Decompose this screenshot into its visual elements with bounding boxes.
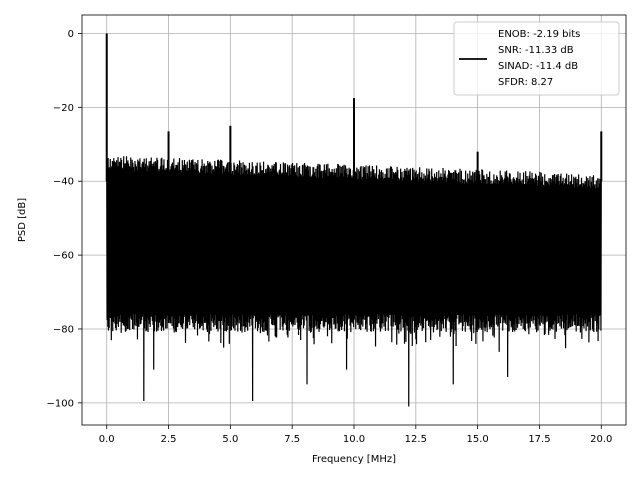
y-tick-label: −80 <box>53 324 74 335</box>
x-tick-label: 17.5 <box>528 434 550 445</box>
y-tick-label: −100 <box>47 398 74 409</box>
legend-entry-sinad: SINAD: -11.4 dB <box>498 61 578 72</box>
legend-entry-enob: ENOB: -2.19 bits <box>498 29 580 40</box>
x-tick-label: 0.0 <box>99 434 115 445</box>
axis-ticks: 0.0 2.5 5.0 7.5 10.0 12.5 15.0 17.5 20.0 0 −20 −40 −… <box>47 29 613 445</box>
x-tick-label: 12.5 <box>405 434 427 445</box>
legend: ENOB: -2.19 bits SNR: -11.33 dB SINAD: -… <box>453 21 620 96</box>
y-tick-label: −20 <box>53 103 74 114</box>
y-axis-label: PSD [dB] <box>17 198 28 242</box>
x-tick-label: 10.0 <box>343 434 365 445</box>
legend-entry-sfdr: SFDR: 8.27 <box>498 77 553 88</box>
legend-entry-snr: SNR: -11.33 dB <box>498 45 574 56</box>
y-tick-label: −60 <box>53 251 74 262</box>
x-tick-label: 5.0 <box>222 434 238 445</box>
x-tick-label: 7.5 <box>284 434 300 445</box>
x-tick-label: 20.0 <box>590 434 612 445</box>
x-tick-label: 2.5 <box>161 434 177 445</box>
psd-series <box>105 33 603 407</box>
y-tick-label: −40 <box>53 177 74 188</box>
x-tick-label: 15.0 <box>467 434 489 445</box>
x-axis-label: Frequency [MHz] <box>312 454 396 465</box>
legend-box <box>453 21 620 96</box>
y-tick-label: 0 <box>68 29 74 40</box>
